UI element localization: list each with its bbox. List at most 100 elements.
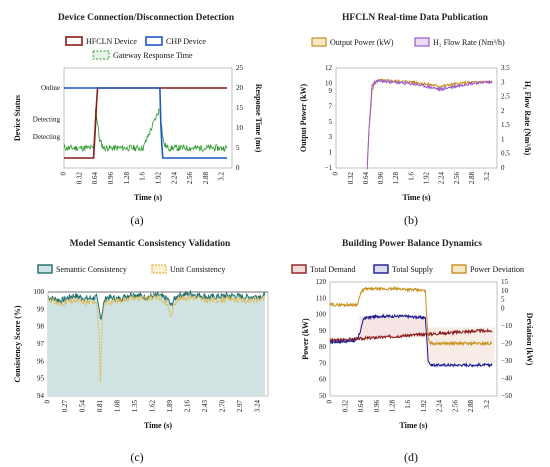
- legend: Output Power (kW) H₂ Flow Rate (Nm³/h): [311, 37, 505, 47]
- plot-frame: [63, 67, 233, 169]
- y2-axis-label: Deviation (kW): [525, 313, 534, 366]
- x-axis-label: Time (s): [402, 193, 430, 202]
- series-chp-device: [64, 87, 228, 159]
- x-tick-label: 2.88: [202, 172, 210, 185]
- legend-swatch: [145, 36, 163, 46]
- y-tick-label: −1: [325, 164, 333, 172]
- series-semantic-consistency-area: [48, 291, 265, 396]
- y2-tick-label: 5: [501, 296, 505, 304]
- y-tick-label: 94: [37, 392, 45, 400]
- x-tick-label: 2.56: [186, 172, 194, 185]
- x-tick-label: 2.24: [436, 400, 444, 413]
- y-axis-label: Consistency Score (%): [13, 305, 22, 383]
- y-tick-label: 5: [329, 118, 333, 126]
- chart-title: Model Semantic Consistency Validation: [70, 239, 231, 249]
- y2-tick-label: 15: [501, 278, 509, 286]
- series-gateway-response-time: [63, 107, 228, 153]
- x-tick-label: 3.24: [253, 400, 261, 413]
- x-tick-label: 1.92: [423, 172, 431, 185]
- y-tick-label: 7: [329, 102, 333, 110]
- panel-caption: (d): [404, 450, 418, 464]
- x-tick-label: 0.64: [362, 172, 370, 185]
- y2-tick-label: 2: [501, 107, 505, 115]
- y2-tick-label: −20: [501, 339, 512, 347]
- x-tick-label: 0.96: [107, 172, 115, 185]
- legend: HFCLN Device CHP Device Gateway Response T…: [65, 36, 206, 60]
- y-axis-label: Device Status: [13, 95, 22, 141]
- y2-tick-label: −30: [501, 357, 512, 365]
- x-tick-label: 0.32: [341, 400, 349, 413]
- chart-title: HFCLN Real-time Data Publication: [342, 13, 489, 23]
- x-tick-label: 2.24: [438, 172, 446, 185]
- x-tick-label: 1.6: [404, 400, 412, 409]
- series-semantic-consistency: [47, 289, 266, 321]
- panel-caption: (a): [130, 213, 143, 227]
- panel-b: HFCLN Real-time Data Publication (b) 0 0.32…: [299, 13, 532, 227]
- y2-tick-label: 15: [236, 104, 244, 112]
- y-tick-label: 80: [319, 343, 327, 351]
- panel-caption: (b): [404, 213, 418, 227]
- chart-title: Device Connection/Disconnection Detectio…: [58, 13, 235, 23]
- y2-tick-label: 3.5: [501, 64, 510, 72]
- x-tick-label: 1.6: [139, 172, 147, 181]
- y2-axis-label: Response Time (ms): [254, 84, 263, 153]
- panel-d: Building Power Balance Dynamics (d) 0 0.32 0…: [291, 239, 534, 464]
- x-tick-label: 1.28: [392, 172, 400, 185]
- y2-tick-label: 1.5: [501, 121, 510, 129]
- x-axis-label: Time (s): [144, 421, 172, 430]
- legend-swatch: [37, 264, 53, 274]
- x-axis-label: Time (s): [134, 193, 162, 202]
- y2-tick-label: 1: [501, 135, 505, 143]
- x-tick-label: 1.35: [131, 400, 139, 413]
- y2-tick-label: −50: [501, 392, 512, 400]
- y-tick-label: 97: [37, 340, 45, 348]
- x-tick-label: 1.28: [388, 400, 396, 413]
- panel-caption: (c): [130, 450, 143, 464]
- legend-swatch: [451, 264, 467, 274]
- legend-swatch: [92, 50, 110, 60]
- y-tick-label: 120: [316, 278, 327, 286]
- y-tick-label: 3: [329, 133, 333, 141]
- x-tick-label: 2.24: [170, 172, 178, 185]
- x-axis-label: Time (s): [399, 421, 427, 430]
- y2-tick-label: 10: [236, 124, 244, 132]
- x-tick-label: 2.70: [218, 400, 226, 413]
- x-tick-label: 0.27: [61, 400, 69, 413]
- legend-swatch: [414, 37, 430, 47]
- panel-a: Device Connection/Disconnection Detectio…: [13, 13, 263, 227]
- series-hfcln-device: [64, 87, 228, 159]
- y-tick-label: 1: [329, 149, 333, 157]
- y-tick-label: 100: [34, 288, 45, 296]
- x-tick-label: 3.2: [483, 400, 491, 409]
- deviation-band: [425, 327, 495, 364]
- y-tick-label: Detecting: [33, 133, 61, 141]
- plot-frame: [329, 281, 498, 397]
- y2-tick-label: 25: [236, 64, 244, 72]
- x-tick-label: 1.08: [113, 400, 121, 413]
- y-tick-label: 99: [37, 305, 45, 313]
- y-tick-label: 10: [325, 79, 333, 87]
- series-unit-consistency: [47, 293, 266, 383]
- x-tick-label: 1.62: [148, 400, 156, 413]
- series-output-power: [366, 78, 493, 165]
- x-tick-label: 1.89: [166, 400, 174, 413]
- x-tick-label: 1.28: [123, 172, 131, 185]
- legend: Semantic Consistency Unit Consistency: [37, 264, 225, 274]
- series-h2-flow-rate: [366, 79, 493, 170]
- x-tick-label: 0: [326, 400, 334, 404]
- x-tick-label: 3.2: [218, 172, 226, 181]
- x-tick-label: 3.2: [483, 172, 491, 181]
- y-tick-label: 90: [319, 327, 327, 335]
- x-tick-label: 2.88: [467, 400, 475, 413]
- y2-tick-label: −40: [501, 374, 512, 382]
- series-power-deviation: [329, 286, 493, 347]
- plot-frame: [335, 67, 498, 169]
- y2-tick-label: 20: [236, 84, 244, 92]
- x-tick-label: 2.56: [451, 400, 459, 413]
- legend-label: H₂ Flow Rate (Nm³/h): [433, 38, 505, 47]
- legend-swatch: [311, 37, 327, 47]
- legend-swatch: [151, 264, 167, 274]
- legend-label: Power Deviation: [470, 265, 524, 274]
- x-tick-label: 0.96: [377, 172, 385, 185]
